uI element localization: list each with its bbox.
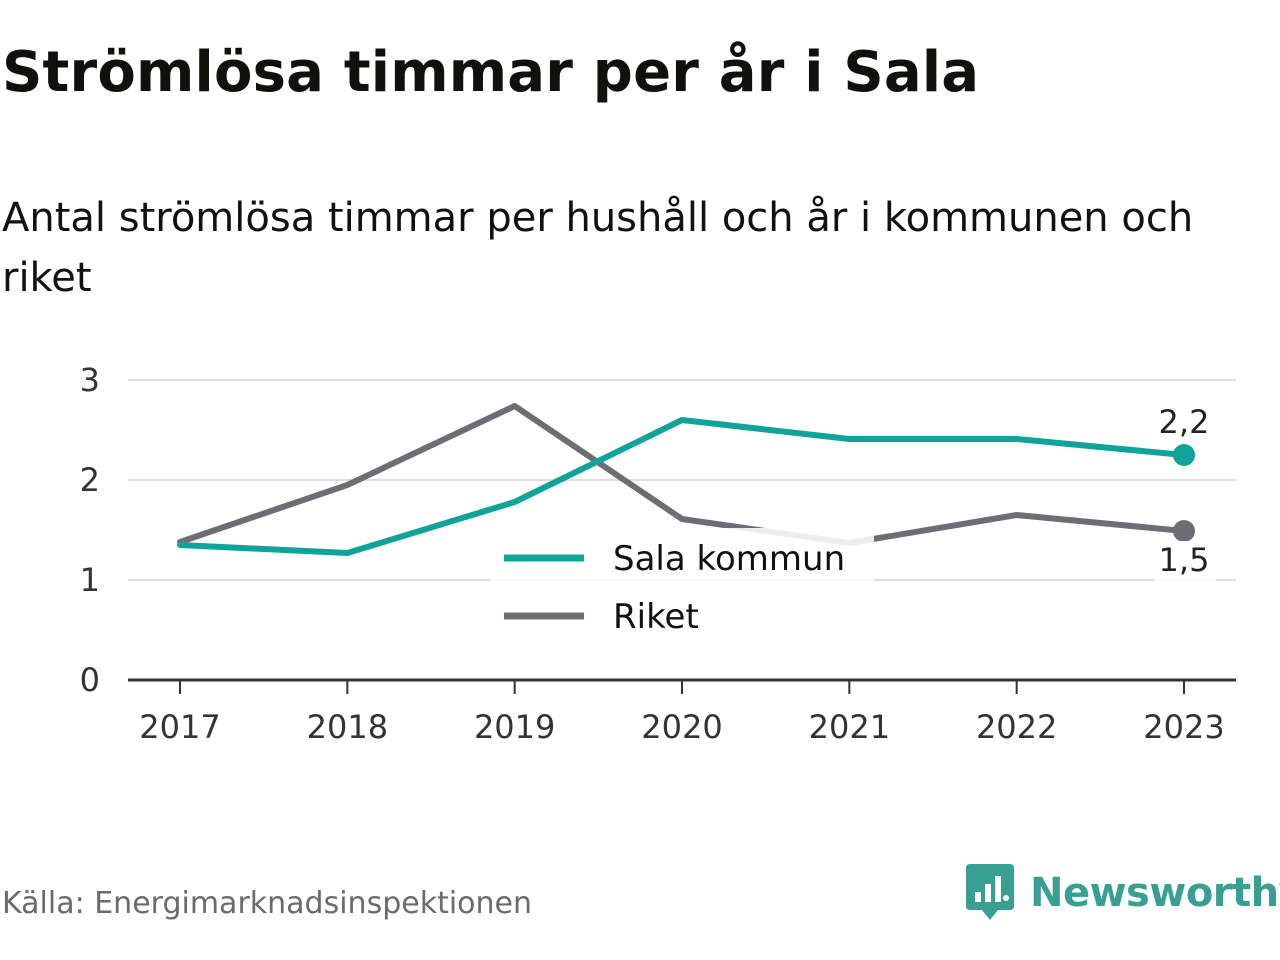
y-tick-label: 1 <box>80 561 100 599</box>
y-tick-label: 0 <box>80 661 100 699</box>
x-axis <box>128 678 1236 694</box>
y-tick-label: 2 <box>80 461 100 499</box>
x-tick-label: 2018 <box>307 708 388 746</box>
chart-title: Strömlösa timmar per år i Sala <box>2 40 980 105</box>
x-tick-label: 2022 <box>976 708 1057 746</box>
brand-name: Newsworthy <box>1030 870 1280 916</box>
end-value-label: 1,5 <box>1159 541 1210 579</box>
x-tick-label: 2023 <box>1143 708 1224 746</box>
x-tick-label: 2017 <box>139 708 220 746</box>
y-tick-label: 3 <box>80 361 100 399</box>
newsworthy-logo-icon <box>964 858 1016 928</box>
end-label-background <box>1154 541 1216 581</box>
legend-label: Sala kommun <box>613 539 845 579</box>
x-tick-label: 2021 <box>809 708 890 746</box>
y-tick-labels: 0 1 2 3 <box>80 361 100 699</box>
series-lines <box>177 403 1187 556</box>
legend-background <box>490 528 874 652</box>
x-tick-label: 2020 <box>641 708 722 746</box>
end-value-label: 2,2 <box>1159 403 1210 441</box>
x-tick-labels: 2017 2018 2019 2020 2021 2022 2023 <box>139 708 1224 746</box>
series-line-sala-kommun <box>177 417 1187 556</box>
legend-label: Riket <box>613 597 699 637</box>
series-line-riket <box>177 403 1187 546</box>
end-marker <box>1173 520 1195 542</box>
end-markers: 2,2 1,5 <box>1154 403 1216 581</box>
legend: Sala kommun Riket <box>490 528 874 652</box>
x-tick-label: 2019 <box>474 708 555 746</box>
brand-logo[interactable]: Newsworthy <box>964 860 1280 926</box>
end-marker <box>1173 444 1195 466</box>
source-note: Källa: Energimarknadsinspektionen <box>2 886 533 921</box>
chart-subtitle: Antal strömlösa timmar per hushåll och å… <box>2 195 1194 301</box>
